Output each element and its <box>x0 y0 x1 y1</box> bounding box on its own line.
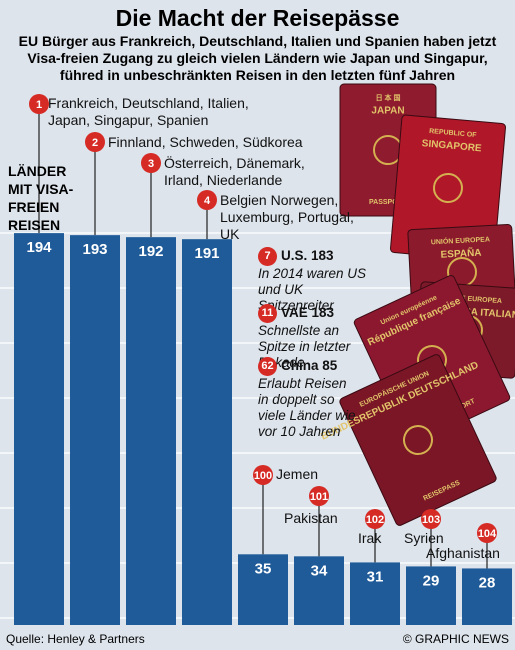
passport-text: JAPAN <box>371 106 404 117</box>
value-label: 28 <box>479 574 496 591</box>
value-label: 34 <box>311 562 328 579</box>
bar <box>294 556 344 625</box>
title: Die Macht der Reisepässe <box>115 5 400 31</box>
annotation: 7 U.S. 183 In 2014 waren US und UK Spitzen… <box>258 247 376 314</box>
category-label: Österreich, Dänemark, Irland, Niederland… <box>164 155 305 188</box>
category-label: Pakistan <box>284 510 338 526</box>
passport-emblem <box>433 173 463 203</box>
rank-badge <box>253 465 273 485</box>
rank-number: 1 <box>36 99 42 111</box>
passport-text: REPUBLIC OF <box>429 128 478 139</box>
value-label: 35 <box>255 560 272 577</box>
category-label: Frankreich, Deutschland, Italien, Japan,… <box>48 95 249 128</box>
rank-badge <box>309 486 329 506</box>
passport-text: UNIONE EUROPEA <box>438 294 502 305</box>
passport: REPUBLIC OFSINGAPOREPASSPORT <box>390 114 506 262</box>
value-label: 29 <box>423 572 440 589</box>
rank-number: 101 <box>310 491 328 503</box>
subtitle: EU Bürger aus Frankreich, Deutschland, I… <box>18 33 497 83</box>
passport-text: PASSPORT <box>369 199 408 206</box>
annotation-rank: 7 <box>258 247 277 266</box>
passport-emblem <box>403 425 433 455</box>
bar <box>238 554 288 625</box>
annotation-rank: 62 <box>258 357 277 376</box>
category-label: Belgien Norwegen, Luxemburg, Portugal, U… <box>220 192 354 242</box>
category-label: Afghanistan <box>426 545 500 561</box>
bar <box>462 568 512 625</box>
rank-badge <box>29 94 49 114</box>
rank-badge <box>197 190 217 210</box>
value-label: 191 <box>194 245 219 262</box>
annotation-title: China 85 <box>281 358 338 374</box>
credit: © GRAPHIC NEWS <box>402 632 509 646</box>
passport-cover <box>339 354 497 526</box>
category-label: Syrien <box>404 530 444 546</box>
value-label: 194 <box>26 239 52 256</box>
rank-number: 4 <box>204 195 211 207</box>
rank-number: 104 <box>478 528 497 540</box>
value-label: 193 <box>82 241 107 258</box>
passport-text: SINGAPORE <box>421 138 482 154</box>
category-label: Finnland, Schweden, Südkorea <box>108 134 303 150</box>
annotation-text: Erlaubt Reisen in doppelt so viele Lände… <box>258 376 356 439</box>
rank-badge <box>85 132 105 152</box>
passport-text: ESPAÑA <box>440 246 482 261</box>
source: Quelle: Henley & Partners <box>6 632 145 646</box>
rank-badge <box>421 509 441 529</box>
annotation-rank: 11 <box>258 304 277 323</box>
bar <box>70 235 120 625</box>
rank-number: 100 <box>254 470 272 482</box>
y-axis-label: LÄNDER MIT VISA-FREIEN REISEN <box>8 163 74 233</box>
passport-text: 日 本 国 <box>376 93 401 102</box>
annotation: 62 China 85 Erlaubt Reisen in doppelt so v… <box>258 357 358 440</box>
annotation-text: In 2014 waren US und UK Spitzenreiter <box>258 266 367 313</box>
bar <box>406 566 456 625</box>
rank-number: 2 <box>92 137 98 149</box>
bar <box>350 562 400 625</box>
category-label: Jemen <box>276 466 319 482</box>
annotation-title: U.S. 183 <box>281 248 334 264</box>
category-label: Irak <box>358 530 382 546</box>
value-label: 192 <box>138 243 163 260</box>
rank-number: 3 <box>148 158 154 170</box>
rank-number: 103 <box>422 514 440 526</box>
rank-number: 102 <box>366 514 384 526</box>
rank-badge <box>477 523 497 543</box>
value-label: 31 <box>367 568 384 585</box>
bar <box>14 233 64 625</box>
rank-badge <box>141 153 161 173</box>
annotation-title: VAE 183 <box>281 305 335 321</box>
bar <box>182 239 232 625</box>
rank-badge <box>365 509 385 529</box>
bar <box>126 237 176 625</box>
